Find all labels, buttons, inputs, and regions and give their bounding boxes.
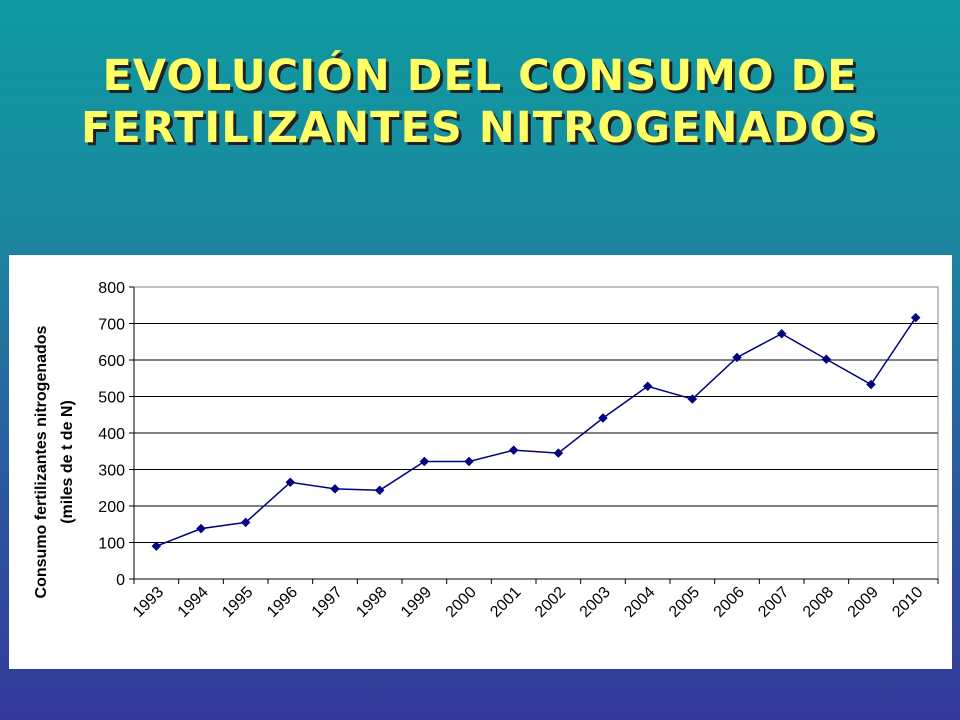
x-tick-label: 2000	[443, 584, 480, 621]
x-tick-label: 1994	[175, 584, 212, 621]
chart-panel: Consumo fertilizantes nitrogenados (mile…	[9, 255, 952, 669]
data-point-marker	[553, 448, 564, 458]
slide-title: EVOLUCIÓN DEL CONSUMO DE FERTILIZANTES N…	[0, 50, 960, 154]
x-tick-label: 2007	[755, 584, 792, 621]
y-axis-label: Consumo fertilizantes nitrogenados (mile…	[33, 325, 76, 598]
x-tick-label: 2002	[532, 584, 569, 621]
x-tick-label: 2001	[487, 584, 524, 621]
series-group	[151, 312, 921, 552]
x-tick-label: 2010	[889, 584, 926, 621]
data-point-marker	[419, 456, 430, 467]
y-tick-label: 100	[98, 536, 125, 553]
line-chart: Consumo fertilizantes nitrogenados (mile…	[33, 280, 939, 621]
x-tick-label: 2009	[845, 584, 882, 621]
x-tick-label: 1993	[130, 584, 167, 621]
x-tick-label: 1995	[219, 584, 256, 621]
slide-title-line-1: EVOLUCIÓN DEL CONSUMO DE	[102, 51, 858, 101]
x-tick-label: 1998	[353, 584, 390, 621]
x-tick-label: 1999	[398, 584, 435, 621]
data-point-marker	[732, 352, 742, 363]
axes	[133, 286, 939, 584]
data-point-marker	[464, 456, 474, 467]
series-line	[156, 317, 917, 547]
y-tick-label: 800	[98, 280, 125, 297]
data-point-marker	[776, 328, 787, 339]
y-tick-label: 600	[98, 353, 125, 370]
y-axis-label-line-1: Consumo fertilizantes nitrogenados	[33, 325, 50, 598]
x-tick-label: 2006	[711, 584, 748, 621]
x-tick-label: 2008	[800, 584, 837, 621]
gridlines	[129, 286, 938, 580]
data-point-marker	[330, 483, 340, 494]
x-tick-label: 1997	[309, 584, 346, 621]
data-point-marker	[151, 541, 162, 552]
data-point-marker	[910, 312, 921, 323]
y-tick-label: 0	[116, 572, 125, 589]
x-tick-label: 2005	[666, 584, 703, 621]
data-point-marker	[196, 523, 206, 534]
x-tick-label: 2003	[577, 584, 614, 621]
data-point-marker	[508, 445, 519, 456]
x-tick-label: 1996	[264, 584, 301, 621]
y-tick-label: 400	[98, 426, 125, 443]
y-tick-label: 700	[98, 317, 125, 334]
data-point-marker	[687, 394, 698, 404]
x-tick-labels: 1993 1994 1995 1996 1997 1998 1999 2000 2001 2002…	[130, 584, 927, 621]
y-tick-label: 200	[98, 499, 125, 516]
data-point-marker	[866, 379, 876, 390]
y-axis-label-line-2: (miles de t de N)	[59, 400, 76, 524]
y-tick-label: 300	[98, 463, 125, 480]
data-point-marker	[240, 517, 251, 528]
slide-title-line-2: FERTILIZANTES NITROGENADOS	[81, 103, 879, 153]
data-point-marker	[285, 477, 296, 488]
y-tick-labels: 0 100 200 300 400 500 600 700 800	[98, 280, 125, 589]
y-tick-label: 500	[98, 390, 125, 407]
data-point-marker	[821, 354, 832, 365]
x-tick-label: 2004	[621, 584, 658, 621]
data-point-marker	[642, 381, 653, 392]
data-point-marker	[374, 485, 385, 496]
data-point-marker	[598, 413, 608, 423]
